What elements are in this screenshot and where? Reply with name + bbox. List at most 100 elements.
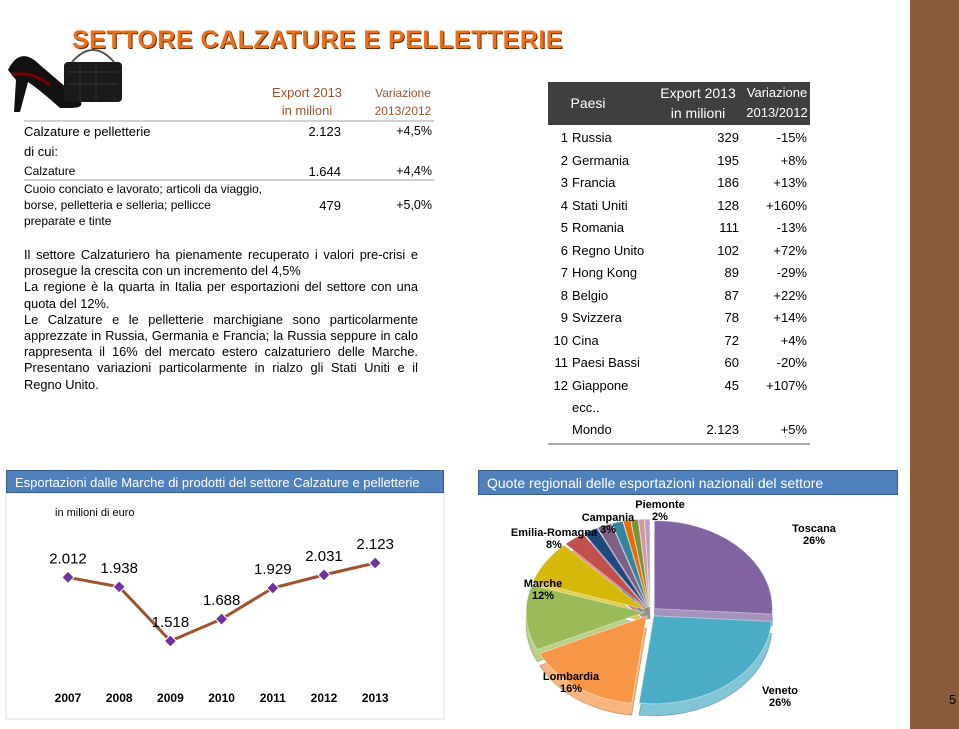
total-label: Mondo xyxy=(572,422,612,437)
change-value: -29% xyxy=(776,265,807,280)
change-value: +4,5% xyxy=(396,124,432,138)
change-value: -20% xyxy=(776,355,807,370)
data-marker xyxy=(317,568,331,582)
slice-label: Toscana xyxy=(792,523,837,535)
country: Stati Uniti xyxy=(572,197,628,213)
export-value: 87 xyxy=(724,287,739,303)
header-line: Variazione xyxy=(746,85,808,100)
row-label: Calzature e pelletterie xyxy=(24,124,151,139)
paragraph: Le Calzature e le pelletterie marchigian… xyxy=(24,311,418,392)
row-label: borse, pelletteria e selleria; pellicce xyxy=(24,198,211,212)
value-label: 2.123 xyxy=(356,536,394,553)
value-label: 1.938 xyxy=(100,560,138,577)
export-value: 2.123 xyxy=(308,124,341,139)
x-tick-label: 2008 xyxy=(106,691,133,705)
rank: 1 xyxy=(560,130,568,145)
column-header: Export 2013 in milioni xyxy=(652,83,744,123)
slice-value-label: 26% xyxy=(803,535,825,547)
change-value: +8% xyxy=(780,152,807,168)
page-number: 5 xyxy=(949,692,957,707)
slice-label: Piemonte xyxy=(635,499,685,511)
country: Hong Kong xyxy=(572,265,638,280)
export-value: 89 xyxy=(724,265,739,280)
export-value: 72 xyxy=(724,332,739,348)
value-label: 1.688 xyxy=(203,592,241,609)
rank: 2 xyxy=(560,152,568,168)
data-marker xyxy=(368,556,382,570)
data-marker xyxy=(61,570,75,585)
pie-slice xyxy=(644,518,651,608)
export-value: 479 xyxy=(319,198,341,213)
pie-slice xyxy=(532,544,646,610)
pie-slice xyxy=(638,615,773,705)
chart-subtitle: in milioni di euro xyxy=(55,507,135,519)
export-value: 1.644 xyxy=(308,164,341,179)
rank: 9 xyxy=(560,310,568,325)
chart-title: Esportazioni dalle Marche di prodotti de… xyxy=(6,470,444,493)
slice-value-label: 3% xyxy=(600,524,616,536)
export-value: 186 xyxy=(717,175,739,190)
title: SETTORE CALZATURE E PELLETTERIE xyxy=(72,26,563,54)
change-value: -15% xyxy=(776,130,807,145)
paragraph: La regione è la quarta in Italia per esp… xyxy=(24,279,418,311)
slice-label: Marche xyxy=(524,578,563,590)
export-value: 111 xyxy=(719,220,739,235)
value-label: 1.929 xyxy=(254,561,292,578)
total-change: +5% xyxy=(780,422,807,437)
export-value: 45 xyxy=(724,377,739,393)
slice-value-label: 26% xyxy=(769,697,791,709)
export-value: 195 xyxy=(717,152,739,168)
header-line: in milioni xyxy=(670,105,726,121)
country: Russia xyxy=(572,130,612,145)
rank: 11 xyxy=(554,355,569,370)
country: Regno Unito xyxy=(572,242,645,258)
chart-title: Quote regionali delle esportazioni nazio… xyxy=(478,470,898,495)
x-tick-label: 2007 xyxy=(55,691,82,705)
x-tick-label: 2012 xyxy=(311,691,338,705)
data-marker xyxy=(163,634,178,648)
change-value: +14% xyxy=(773,310,807,325)
row-label: Calzature xyxy=(24,164,76,178)
rank: 5 xyxy=(560,220,568,235)
slice-label: Lombardia xyxy=(543,671,600,683)
x-tick-label: 2009 xyxy=(157,691,184,705)
data-marker xyxy=(112,580,126,594)
pie-slice xyxy=(525,584,646,651)
slice-value-label: 12% xyxy=(532,590,554,602)
country: Francia xyxy=(572,175,616,190)
pie-slice xyxy=(637,518,651,608)
rank: 4 xyxy=(560,197,568,213)
value-label: 2.012 xyxy=(49,550,87,567)
data-marker xyxy=(214,612,229,626)
change-value: -13% xyxy=(776,220,807,235)
pie-slice xyxy=(538,615,648,704)
row-label: di cui: xyxy=(24,144,58,159)
slice-label: Veneto xyxy=(762,685,798,697)
slice-value-label: 8% xyxy=(546,539,562,551)
country: Giappone xyxy=(572,377,629,393)
country: Germania xyxy=(572,152,630,168)
export-value: 102 xyxy=(717,242,739,258)
change-value: +5,0% xyxy=(396,198,432,212)
pie-slice xyxy=(653,520,773,615)
x-tick-label: 2013 xyxy=(362,691,389,705)
country-table-header: Paesi Export 2013 in milioni Variazione 20… xyxy=(548,82,810,125)
column-header: Paesi xyxy=(570,95,606,111)
country: Paesi Bassi xyxy=(572,355,640,370)
column-header: Variazione 2013/2012 xyxy=(370,84,436,120)
change-value: +4% xyxy=(780,332,807,348)
pie-slice xyxy=(583,527,648,608)
pie-slice xyxy=(611,520,649,608)
total-export: 2.123 xyxy=(706,422,739,437)
header-line: Export 2013 xyxy=(660,85,736,101)
rank: 10 xyxy=(553,332,568,348)
sidebar xyxy=(910,0,959,729)
export-value: 329 xyxy=(717,130,739,145)
country: Cina xyxy=(572,332,599,348)
x-tick-label: 2010 xyxy=(208,691,235,705)
change-value: +4,4% xyxy=(396,164,432,178)
pie-slice xyxy=(596,523,649,608)
value-label: 2.031 xyxy=(305,548,343,565)
header-line: 2013/2012 xyxy=(374,104,432,118)
